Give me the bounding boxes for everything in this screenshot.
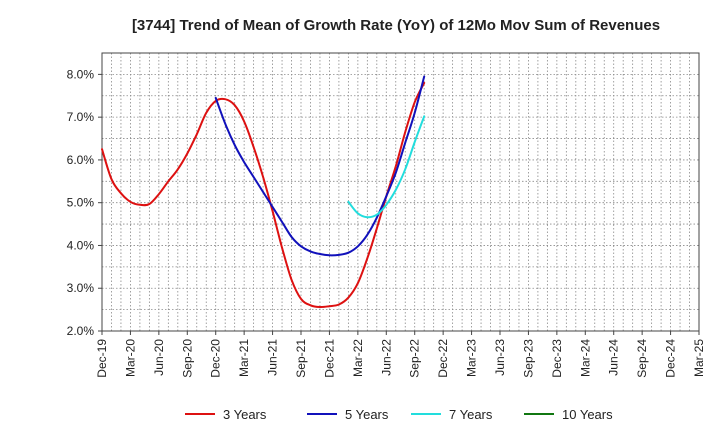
- x-tick-label: Dec-21: [322, 339, 336, 378]
- x-tick-label: Jun-20: [152, 339, 166, 376]
- x-tick-label: Mar-25: [692, 339, 706, 377]
- x-tick-label: Jun-21: [266, 339, 280, 376]
- series-line-3-years: [101, 81, 426, 309]
- x-tick-label: Sep-23: [521, 339, 535, 378]
- legend-label-10-years: 10 Years: [562, 407, 613, 422]
- plot-frame: [101, 52, 700, 332]
- y-tick-label: 3.0%: [67, 281, 95, 295]
- y-tick-label: 6.0%: [67, 153, 95, 167]
- x-tick-label: Sep-24: [635, 339, 649, 378]
- y-tick-label: 2.0%: [67, 324, 95, 338]
- legend-label-7-years: 7 Years: [449, 407, 493, 422]
- x-tick-label: Sep-22: [408, 339, 422, 378]
- x-tick-label: Jun-23: [493, 339, 507, 376]
- x-tick-label: Dec-24: [664, 339, 678, 378]
- x-tick-label: Dec-22: [436, 339, 450, 378]
- x-tick-label: Dec-23: [550, 339, 564, 378]
- x-axis: Dec-19 Mar-20 Jun-20 Sep-20 Dec-20 Mar-21 Jun-…: [95, 331, 706, 378]
- legend-label-5-years: 5 Years: [345, 407, 389, 422]
- x-tick-label: Jun-22: [379, 339, 393, 376]
- legend: 3 Years 5 Years 7 Years 10 Years: [185, 407, 613, 422]
- grid-layer: [102, 53, 699, 331]
- series-line-7-years: [347, 115, 426, 219]
- x-tick-label: Jun-24: [607, 339, 621, 376]
- x-tick-label: Mar-23: [465, 339, 479, 377]
- x-tick-label: Dec-19: [95, 339, 109, 378]
- x-tick-label: Mar-24: [578, 339, 592, 377]
- series-layer: [101, 75, 426, 309]
- x-tick-label: Dec-20: [209, 339, 223, 378]
- x-tick-label: Sep-21: [294, 339, 308, 378]
- y-tick-label: 5.0%: [67, 196, 95, 210]
- x-tick-label: Sep-20: [180, 339, 194, 378]
- x-tick-label: Mar-22: [351, 339, 365, 377]
- y-tick-label: 4.0%: [67, 238, 95, 252]
- x-tick-label: Mar-21: [237, 339, 251, 377]
- series-line-5-years: [214, 75, 426, 257]
- legend-label-3-years: 3 Years: [223, 407, 267, 422]
- y-tick-label: 8.0%: [67, 67, 95, 81]
- y-tick-label: 7.0%: [67, 110, 95, 124]
- chart-title: [3744] Trend of Mean of Growth Rate (YoY…: [132, 17, 660, 34]
- y-axis: 2.0% 3.0% 4.0% 5.0% 6.0% 7.0% 8.0%: [67, 67, 102, 338]
- x-tick-label: Mar-20: [123, 339, 137, 377]
